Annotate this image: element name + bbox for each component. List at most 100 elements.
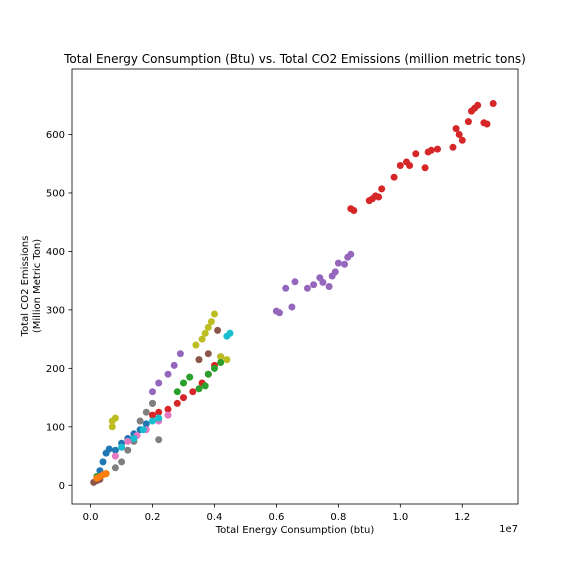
data-point bbox=[189, 388, 197, 396]
data-point bbox=[421, 164, 429, 172]
data-point bbox=[396, 162, 404, 169]
data-point bbox=[118, 443, 126, 451]
data-points bbox=[90, 100, 497, 486]
x-tick-label: 1.2 bbox=[454, 512, 470, 523]
data-point bbox=[155, 414, 163, 422]
data-point bbox=[276, 309, 283, 317]
data-point bbox=[149, 399, 156, 407]
x-tick-label: 1.0 bbox=[392, 512, 408, 523]
data-point bbox=[173, 388, 181, 396]
x-tick-label: 0.0 bbox=[83, 512, 99, 523]
data-point bbox=[142, 420, 150, 428]
plot-frame bbox=[71, 68, 519, 505]
data-point bbox=[452, 125, 460, 133]
data-point bbox=[198, 335, 206, 343]
data-point bbox=[375, 193, 383, 201]
y-tick-label: 200 bbox=[46, 364, 65, 375]
data-point bbox=[464, 118, 472, 126]
data-point bbox=[111, 464, 119, 472]
data-point bbox=[214, 326, 222, 334]
data-point bbox=[223, 356, 231, 364]
data-point bbox=[347, 250, 355, 258]
data-point bbox=[226, 329, 234, 337]
data-point bbox=[149, 411, 156, 419]
data-point bbox=[176, 350, 184, 358]
data-point bbox=[217, 353, 225, 361]
x-axis-ticks: 0.0 0.2 0.4 0.6 0.8 1.0 1.2 bbox=[83, 504, 470, 523]
data-point bbox=[155, 436, 163, 444]
y-tick-label: 100 bbox=[46, 422, 65, 433]
data-point bbox=[180, 394, 187, 402]
data-point bbox=[164, 405, 172, 413]
y-axis-label-line1: Total CO2 Emissions bbox=[20, 236, 31, 338]
data-point bbox=[204, 370, 212, 378]
data-point bbox=[310, 281, 318, 289]
data-point bbox=[139, 426, 147, 434]
data-point bbox=[474, 101, 482, 109]
data-point bbox=[105, 445, 113, 453]
data-point bbox=[204, 350, 212, 358]
data-point bbox=[195, 385, 203, 393]
data-point bbox=[217, 359, 225, 366]
data-point bbox=[331, 268, 339, 276]
data-point bbox=[170, 361, 178, 369]
data-point bbox=[108, 423, 116, 431]
y-tick-label: 500 bbox=[46, 188, 65, 199]
data-point bbox=[155, 408, 163, 416]
data-point bbox=[458, 136, 466, 144]
data-point bbox=[334, 259, 342, 267]
data-point bbox=[149, 417, 156, 425]
data-point bbox=[173, 399, 181, 407]
data-point bbox=[155, 379, 163, 387]
data-point bbox=[118, 458, 126, 466]
data-point bbox=[164, 411, 172, 419]
data-point bbox=[201, 329, 209, 337]
data-point bbox=[350, 207, 358, 214]
data-point bbox=[303, 284, 311, 292]
data-point bbox=[149, 388, 156, 396]
data-point bbox=[130, 435, 138, 442]
data-point bbox=[111, 414, 119, 422]
data-point bbox=[427, 146, 435, 154]
data-point bbox=[111, 452, 119, 460]
data-point bbox=[195, 356, 203, 364]
data-point bbox=[180, 379, 187, 387]
y-tick-label: 600 bbox=[46, 130, 65, 141]
data-point bbox=[201, 382, 209, 390]
data-point bbox=[455, 131, 463, 138]
data-point bbox=[211, 310, 218, 318]
data-point bbox=[319, 278, 327, 286]
data-point bbox=[164, 370, 172, 378]
data-point bbox=[406, 162, 414, 169]
data-point bbox=[204, 323, 212, 331]
y-axis-label-line2: (Million Metric Ton) bbox=[32, 239, 43, 333]
data-point bbox=[341, 260, 349, 268]
data-point bbox=[325, 283, 333, 290]
data-point bbox=[99, 458, 107, 466]
data-point bbox=[124, 437, 132, 445]
x-tick-label: 0.6 bbox=[268, 512, 284, 523]
data-point bbox=[449, 143, 457, 151]
y-axis-ticks: 0 100 200 300 400 500 600 bbox=[46, 130, 72, 492]
data-point bbox=[192, 341, 200, 349]
data-point bbox=[136, 417, 144, 425]
data-point bbox=[282, 284, 290, 292]
data-point bbox=[434, 145, 441, 153]
chart-title: Total Energy Consumption (Btu) vs. Total… bbox=[63, 52, 526, 66]
data-point bbox=[186, 373, 194, 381]
data-point bbox=[288, 303, 296, 311]
y-tick-label: 300 bbox=[46, 305, 65, 316]
x-tick-label: 0.2 bbox=[145, 512, 161, 523]
y-tick-label: 400 bbox=[46, 247, 65, 258]
data-point bbox=[489, 100, 497, 107]
data-point bbox=[483, 120, 491, 128]
data-point bbox=[211, 364, 218, 372]
data-point bbox=[207, 318, 215, 326]
data-point bbox=[111, 446, 119, 454]
data-point bbox=[412, 150, 420, 158]
data-point bbox=[124, 446, 132, 454]
x-tick-label: 0.8 bbox=[330, 512, 346, 523]
data-point bbox=[102, 470, 110, 478]
x-tick-label: 0.4 bbox=[207, 512, 223, 523]
